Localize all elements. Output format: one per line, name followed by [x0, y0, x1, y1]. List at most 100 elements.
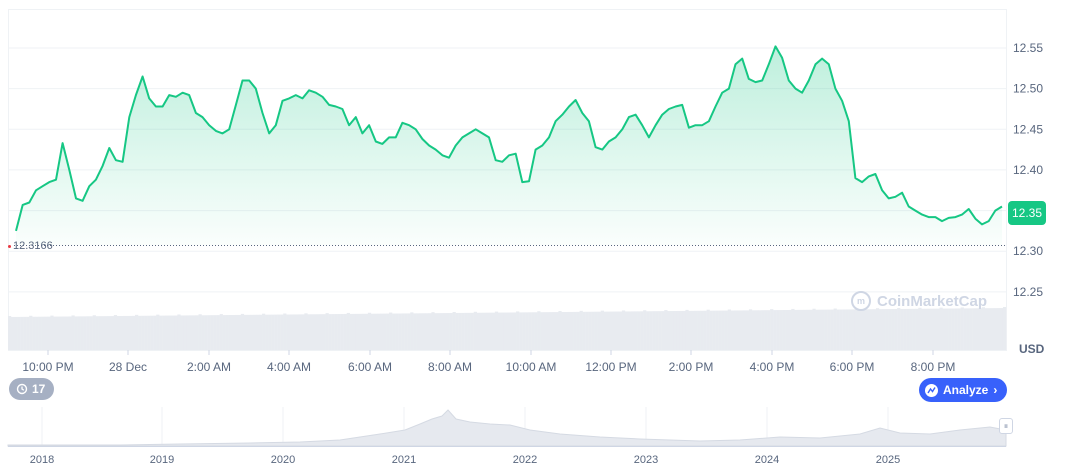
volume-bar: [286, 314, 290, 350]
x-tick-label: 2:00 PM: [669, 360, 714, 374]
volume-bar: [301, 314, 305, 350]
volume-bar: [77, 316, 81, 350]
volume-bar: [842, 309, 846, 350]
volume-bar: [243, 314, 248, 350]
volume-bar: [990, 308, 995, 350]
volume-bar: [915, 308, 919, 350]
volume-bar: [643, 310, 647, 350]
volume-bar: [597, 311, 601, 350]
volume-bar: [546, 312, 550, 350]
volume-bar: [727, 309, 731, 350]
volume-bar: [131, 315, 136, 350]
volume-bar: [488, 312, 493, 350]
volume-bar: [497, 312, 502, 350]
volume-bar: [395, 313, 399, 350]
history-button[interactable]: 17: [9, 378, 55, 400]
volume-bar: [646, 311, 650, 350]
volume-bar: [228, 315, 232, 350]
volume-bar: [609, 311, 614, 350]
volume-bar: [171, 315, 175, 350]
volume-bar: [183, 315, 187, 350]
volume-bar: [531, 312, 535, 350]
volume-bar: [882, 309, 886, 350]
volume-bar: [259, 314, 263, 350]
volume-bar: [903, 308, 907, 350]
volume-bar: [343, 313, 347, 350]
volume-bar: [981, 307, 986, 350]
x-tick-label: 2:00 AM: [187, 360, 231, 374]
volume-bar: [147, 315, 151, 350]
volume-bar: [751, 310, 756, 350]
volume-bar: [349, 313, 353, 350]
volume-bar: [634, 311, 638, 350]
volume-bar: [128, 315, 133, 350]
y-tick-label: 12.30: [1013, 244, 1043, 258]
volume-bar: [818, 309, 822, 350]
volume-bar: [404, 313, 408, 350]
volume-bar: [65, 316, 69, 350]
currency-label: USD: [1019, 342, 1045, 356]
volume-bar: [298, 314, 302, 350]
volume-bar: [921, 308, 925, 350]
volume-bar: [204, 315, 208, 350]
volume-bar: [20, 316, 24, 350]
volume-bar: [313, 314, 317, 350]
volume-bar: [709, 310, 713, 350]
range-handle[interactable]: ⏸: [999, 418, 1013, 434]
analyze-button[interactable]: Analyze ›: [919, 378, 1008, 402]
volume-bar: [225, 315, 229, 350]
volume-bar: [649, 311, 653, 350]
volume-bar: [691, 310, 695, 350]
volume-bar: [416, 313, 420, 350]
volume-bar: [425, 313, 429, 350]
volume-bar: [304, 313, 308, 350]
volume-bar: [389, 312, 393, 350]
volume-bar: [74, 316, 78, 350]
volume-bar: [289, 314, 293, 350]
volume-bar: [758, 310, 762, 350]
volume-bar: [933, 308, 937, 350]
x-tick-label: 10:00 PM: [22, 360, 73, 374]
volume-bar: [361, 313, 366, 350]
volume-bar: [543, 312, 547, 350]
volume-bar: [50, 315, 54, 350]
volume-bar: [98, 316, 102, 350]
volume-bar: [32, 316, 36, 350]
volume-bar: [579, 310, 583, 350]
volume-bar: [44, 316, 48, 350]
volume-bar: [945, 308, 949, 350]
volume-bar: [334, 314, 338, 350]
volume-bar: [62, 316, 66, 350]
volume-bar: [951, 308, 955, 350]
volume-bar: [446, 313, 450, 350]
overview-year-label: 2022: [513, 454, 537, 466]
volume-bar: [912, 308, 916, 350]
volume-bar: [519, 312, 523, 350]
volume-bar: [939, 307, 943, 350]
volume-bar: [806, 309, 810, 350]
volume-bar: [869, 309, 874, 350]
volume-bar: [839, 309, 843, 350]
volume-bar: [788, 309, 792, 350]
volume-bar: [355, 313, 360, 350]
volume-bar: [848, 309, 852, 350]
volume-bar: [331, 314, 335, 350]
volume-bar: [812, 308, 816, 350]
volume-bar: [168, 315, 172, 350]
volume-bar: [213, 315, 217, 350]
volume-bar: [603, 311, 607, 350]
volume-bar: [682, 310, 686, 350]
volume-bar: [957, 308, 961, 350]
overview-year-label: 2018: [30, 454, 54, 466]
volume-bar: [513, 312, 517, 350]
volume-bar: [978, 308, 983, 350]
volume-bar: [367, 312, 372, 350]
volume-bar: [1002, 307, 1007, 350]
overview-year-label: 2019: [150, 454, 174, 466]
volume-bar: [376, 313, 381, 350]
volume-bar: [491, 312, 496, 350]
volume-bar: [996, 308, 1001, 350]
volume-bar: [906, 308, 910, 350]
watermark-text: CoinMarketCap: [877, 292, 988, 310]
